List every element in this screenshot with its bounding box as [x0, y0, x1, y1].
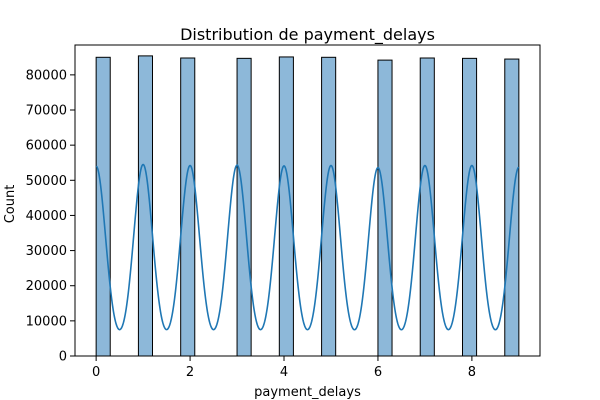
y-tick-label: 10000: [26, 314, 67, 329]
y-tick-label: 20000: [26, 279, 67, 294]
y-tick-label: 70000: [26, 104, 67, 119]
y-tick-label: 80000: [26, 68, 67, 83]
x-tick-label: 8: [468, 365, 476, 380]
y-axis: 0 10000 20000 30000 40000 50000 60000 70000 8000…: [26, 68, 75, 365]
y-tick-label: 30000: [26, 244, 67, 259]
kde-curve: [95, 163, 520, 331]
x-tick-label: 2: [186, 365, 194, 380]
plot-frame: [74, 44, 541, 357]
histogram-bars: [95, 55, 520, 357]
y-tick-label: 40000: [26, 209, 67, 224]
y-tick-label: 60000: [26, 139, 67, 154]
y-tick-label: 0: [59, 350, 67, 365]
chart-title: Distribution de payment_delays: [180, 25, 435, 45]
x-axis: 0 2 4 6 8: [92, 356, 476, 380]
x-tick-label: 4: [280, 365, 288, 380]
y-axis-title: Count: [3, 185, 18, 224]
x-tick-label: 6: [374, 365, 382, 380]
x-tick-label: 0: [92, 365, 100, 380]
y-tick-label: 50000: [26, 174, 67, 189]
x-axis-title: payment_delays: [254, 385, 361, 400]
